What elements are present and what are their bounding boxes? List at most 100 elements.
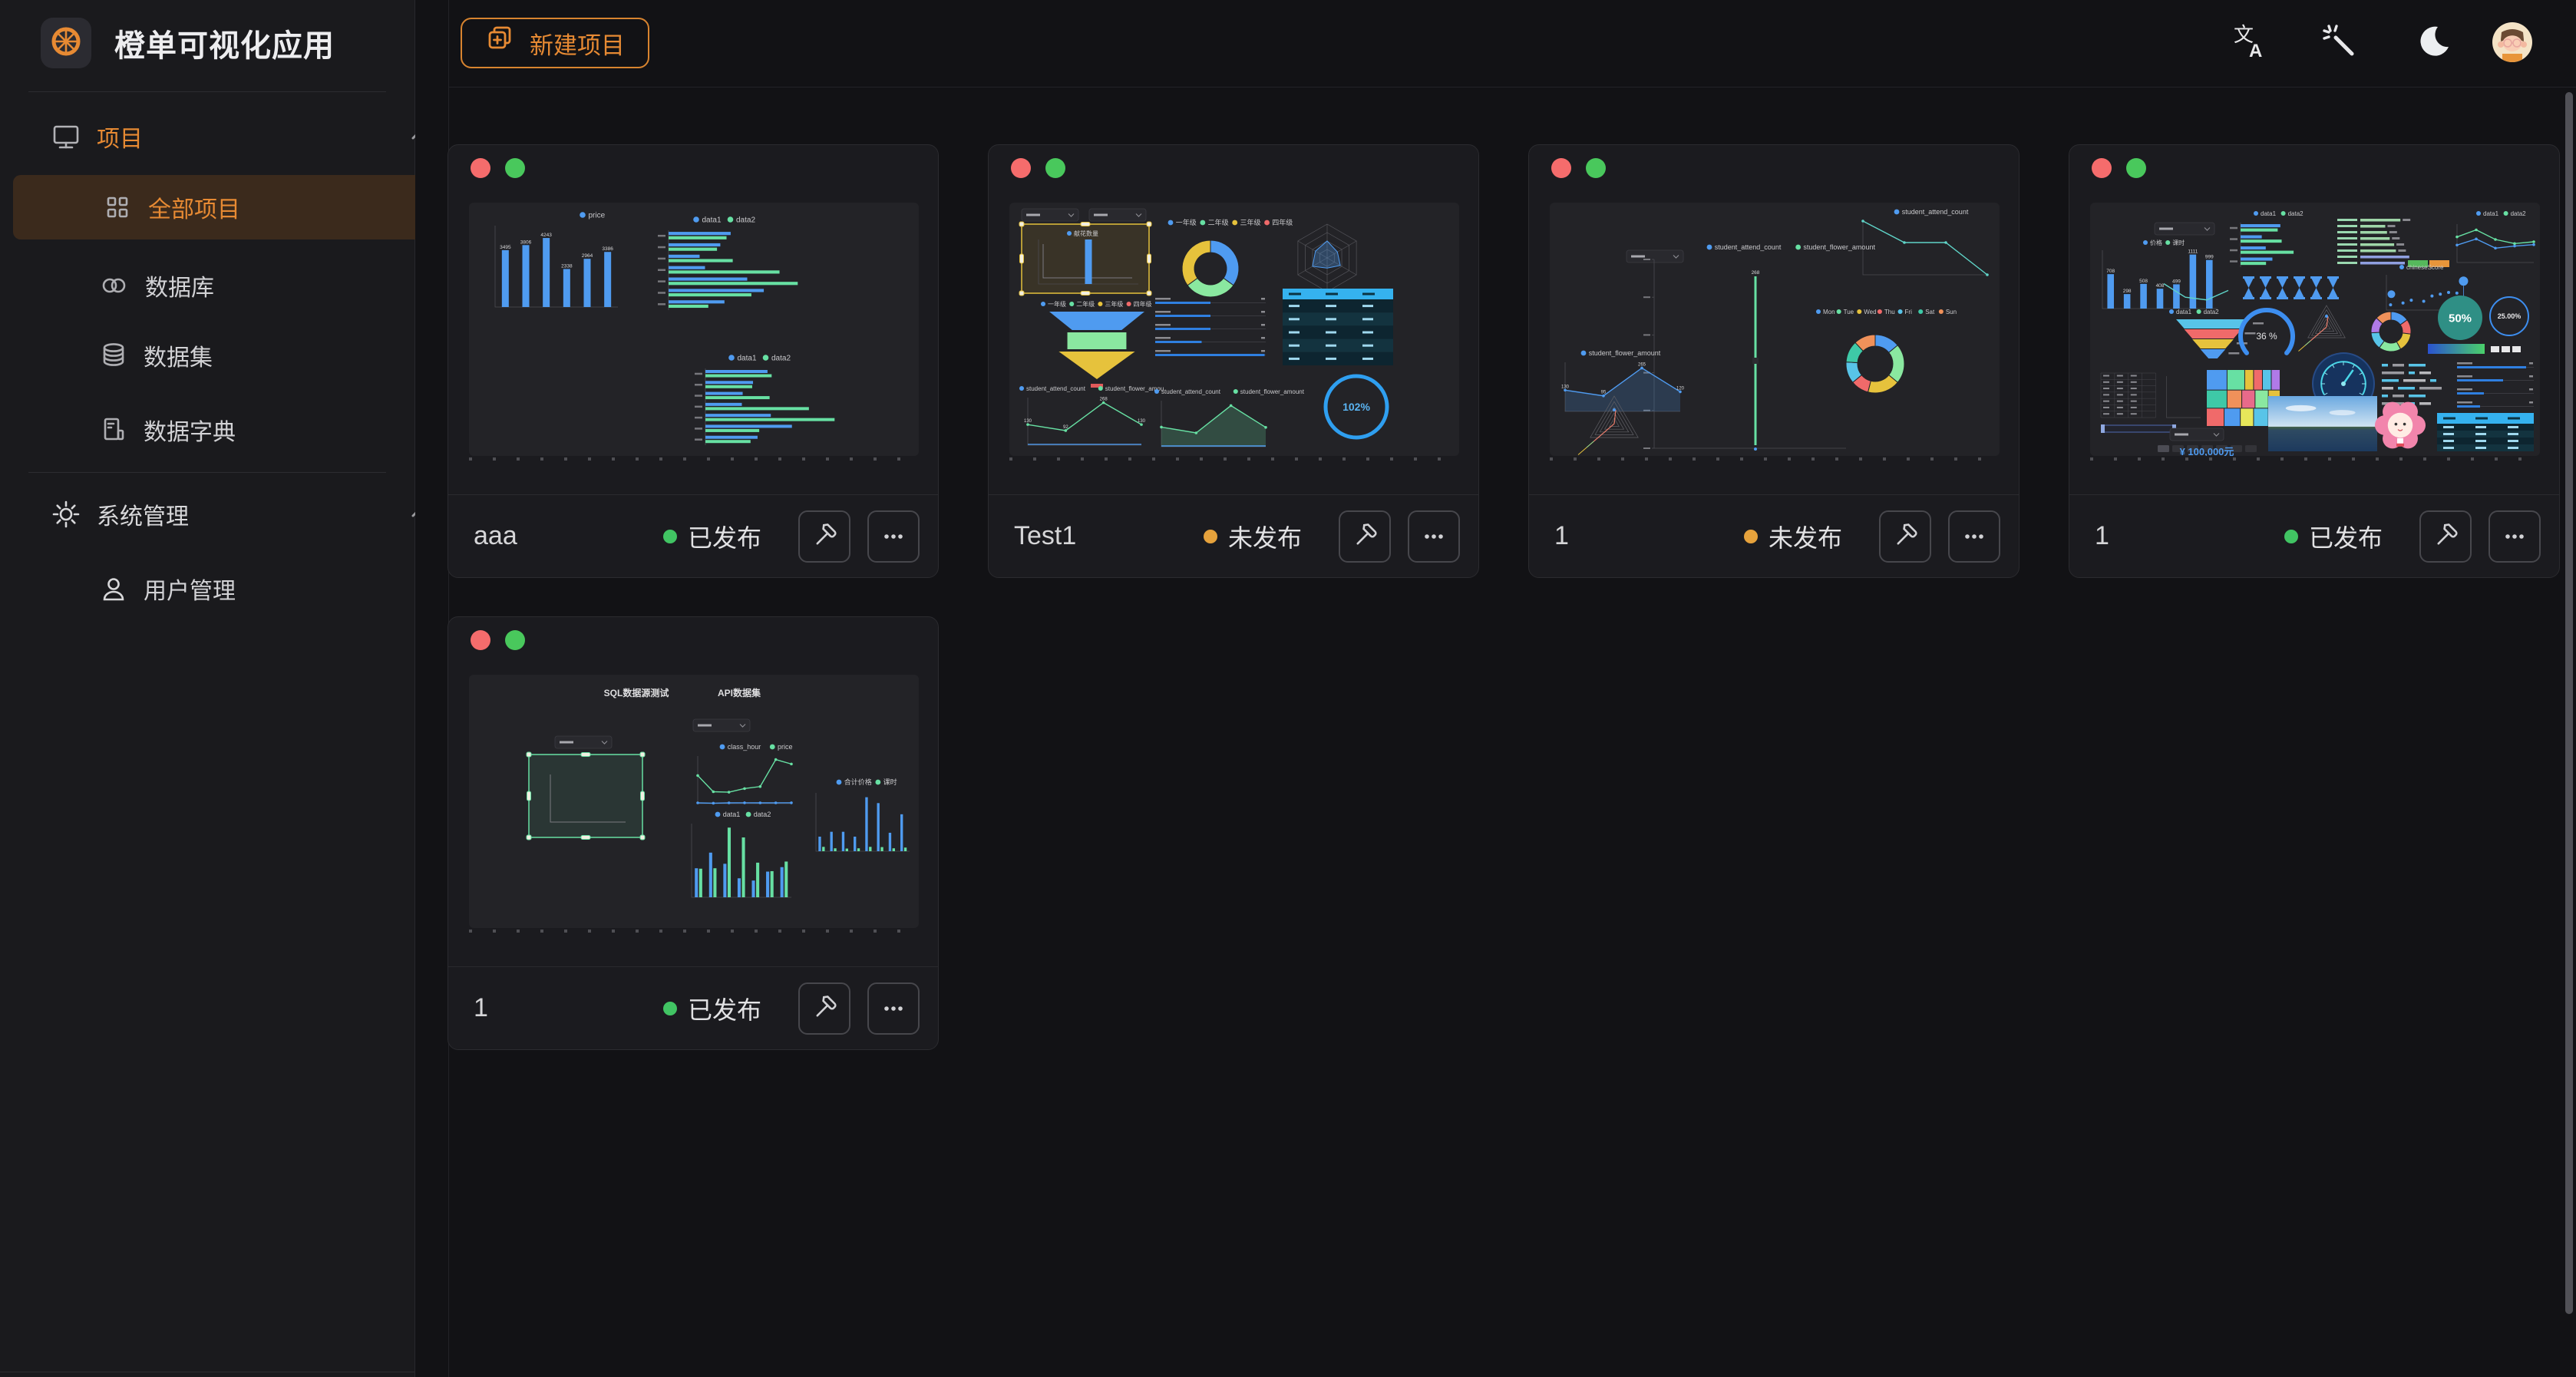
svg-text:课时: 课时 [2172, 239, 2185, 246]
svg-text:Fri: Fri [1905, 309, 1913, 315]
status-label: 未发布 [1768, 523, 1842, 552]
svg-text:三年级: 三年级 [1105, 300, 1123, 308]
project-card[interactable]: 献花数量 一年级 二年级 三年级 四年级 一年级 二年级 三年级 四年级 student_atte… [988, 144, 1479, 578]
project-name: 1 [2095, 521, 2109, 550]
svg-text:SQL数据源测试: SQL数据源测试 [604, 687, 669, 698]
ellipsis-icon [1425, 533, 1443, 539]
status-badge: 已发布 [2284, 519, 2383, 554]
svg-text:data1: data1 [2483, 210, 2499, 217]
red-dot-icon [2092, 158, 2112, 178]
edit-project-button[interactable] [2419, 510, 2472, 563]
project-thumbnail[interactable]: 价格 课时 708 298 508 408 499 1111 999 data1 data2 data… [2090, 203, 2540, 456]
svg-text:130: 130 [1024, 419, 1032, 424]
monitor-icon [51, 121, 81, 152]
gear-icon [51, 499, 81, 530]
red-dot-icon [1011, 158, 1031, 178]
more-actions-button[interactable] [2488, 510, 2541, 563]
sidebar-item-label: 数据集 [144, 345, 213, 371]
copy-plus-icon [485, 25, 516, 61]
svg-text:data2: data2 [2288, 210, 2304, 217]
new-project-button[interactable]: 新建项目 [461, 18, 649, 68]
sidebar-group-label: 系统管理 [97, 504, 189, 530]
svg-text:2964: 2964 [582, 253, 593, 259]
svg-text:499: 499 [2172, 279, 2181, 284]
edit-project-button[interactable] [1339, 510, 1391, 563]
status-dot-icon [2284, 529, 2298, 543]
svg-text:合计价格: 合计价格 [844, 778, 872, 786]
project-card[interactable]: 价格 课时 708 298 508 408 499 1111 999 data1 data2 data… [2069, 144, 2560, 578]
app-logo [41, 18, 91, 68]
sidebar-item-dataset[interactable]: 数据集 [0, 334, 514, 377]
status-label: 已发布 [2308, 523, 2383, 552]
sidebar-item-database[interactable]: 数据库 [0, 264, 514, 307]
edit-project-button[interactable] [798, 982, 850, 1035]
language-icon[interactable]: 文 A [2229, 21, 2269, 61]
more-actions-button[interactable] [867, 982, 920, 1035]
svg-text:Sat: Sat [1925, 309, 1935, 315]
sidebar-item-data-dictionary[interactable]: 数据字典 [0, 408, 514, 451]
svg-text:4243: 4243 [540, 233, 552, 238]
edit-project-button[interactable] [1879, 510, 1931, 563]
project-card[interactable]: student_attend_count student_attend_count… [1528, 144, 2020, 578]
sidebar-group-system[interactable]: 系统管理 [0, 493, 465, 536]
svg-text:献花数量: 献花数量 [1074, 230, 1098, 237]
svg-text:Thu: Thu [1884, 309, 1895, 315]
sidebar-item-all-projects[interactable]: 全部项目 [13, 175, 492, 239]
sidebar-item-label: 数据库 [145, 276, 214, 301]
svg-text:3806: 3806 [520, 239, 532, 245]
svg-text:student_attend_count: student_attend_count [1161, 388, 1221, 395]
svg-text:文: 文 [2234, 24, 2254, 47]
svg-text:Sun: Sun [1946, 309, 1957, 315]
svg-text:student_flower_amou: student_flower_amou [1105, 385, 1164, 392]
orange-slice-icon [49, 25, 83, 62]
green-dot-icon [1045, 158, 1065, 178]
svg-text:data2: data2 [2204, 309, 2220, 315]
status-label: 未发布 [1227, 523, 1302, 552]
more-actions-button[interactable] [867, 510, 920, 563]
svg-text:Tue: Tue [1844, 309, 1854, 315]
svg-text:一年级: 一年级 [1048, 300, 1066, 308]
magic-wand-icon[interactable] [2320, 21, 2360, 61]
green-dot-icon [505, 158, 525, 178]
green-dot-icon [505, 630, 525, 650]
page-scrollbar-thumb[interactable] [2565, 92, 2573, 1314]
database-icon [99, 341, 128, 370]
svg-text:data2: data2 [2511, 210, 2527, 217]
project-thumbnail[interactable]: 献花数量 一年级 二年级 三年级 四年级 一年级 二年级 三年级 四年级 student_atte… [1009, 203, 1459, 456]
svg-text:2338: 2338 [561, 263, 573, 269]
card-footer: aaa 已发布 [448, 494, 938, 577]
svg-text:102%: 102% [1342, 401, 1370, 413]
svg-text:95: 95 [1601, 391, 1607, 395]
svg-text:265: 265 [1638, 362, 1646, 367]
svg-text:student_flower_amount: student_flower_amount [1589, 349, 1661, 357]
sidebar-item-user-management[interactable]: 用户管理 [0, 567, 514, 610]
status-badge: 已发布 [662, 519, 761, 554]
edit-project-button[interactable] [798, 510, 850, 563]
svg-text:50%: 50% [2449, 312, 2472, 325]
svg-text:student_attend_count: student_attend_count [1715, 243, 1782, 251]
card-footer: 1 未发布 [1529, 494, 2019, 577]
more-actions-button[interactable] [1408, 510, 1460, 563]
more-actions-button[interactable] [1948, 510, 2000, 563]
svg-text:1111: 1111 [2188, 249, 2198, 255]
status-dot-icon [662, 1001, 677, 1015]
status-badge: 未发布 [1743, 519, 1842, 554]
user-avatar[interactable] [2492, 21, 2533, 63]
project-card[interactable]: SQL数据源测试 API数据集 class_hour price data1 data2 合… [447, 616, 939, 1050]
project-thumbnail[interactable]: student_attend_count student_attend_count… [1550, 203, 2000, 456]
svg-text:三年级: 三年级 [1240, 218, 1260, 226]
status-dot-icon [662, 529, 677, 543]
topbar-divider [448, 87, 2576, 88]
svg-text:92: 92 [1063, 425, 1068, 430]
project-thumbnail[interactable]: SQL数据源测试 API数据集 class_hour price data1 data2 合… [469, 675, 919, 928]
project-thumbnail[interactable]: price 3495 3806 4243 2338 2964 3386 data1 data2 d… [469, 203, 919, 456]
red-dot-icon [471, 158, 490, 178]
moon-icon[interactable] [2413, 21, 2453, 61]
green-dot-icon [2126, 158, 2146, 178]
card-footer: 1 已发布 [2069, 494, 2559, 577]
sidebar-group-projects[interactable]: 项目 [0, 115, 465, 158]
project-name: aaa [474, 521, 517, 550]
sidebar-item-label: 用户管理 [144, 579, 236, 604]
project-card[interactable]: price 3495 3806 4243 2338 2964 3386 data1 data2 d… [447, 144, 939, 578]
svg-text:508: 508 [2139, 279, 2148, 284]
